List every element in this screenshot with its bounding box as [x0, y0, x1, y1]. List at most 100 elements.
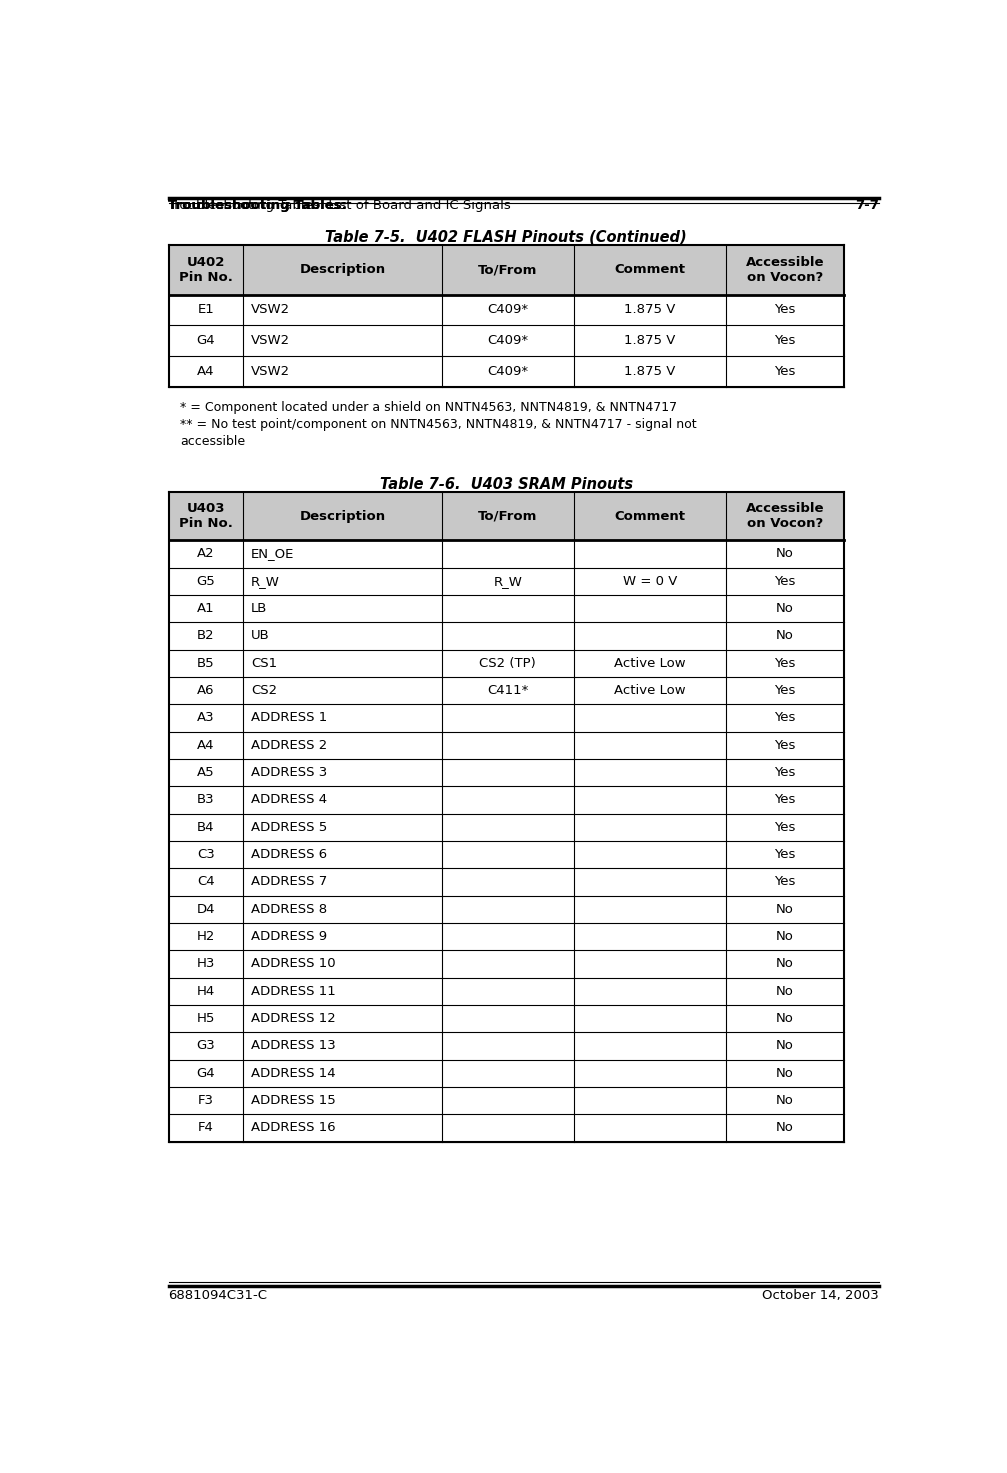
Text: Troubleshooting Tables: List of Board and IC Signals: Troubleshooting Tables: List of Board an…: [168, 199, 512, 212]
Text: U403
Pin No.: U403 Pin No.: [179, 502, 233, 530]
Text: Yes: Yes: [774, 657, 796, 670]
Bar: [168, 868, 844, 896]
Text: Comment: Comment: [614, 510, 686, 523]
Text: Active Low: Active Low: [614, 657, 686, 670]
Text: Yes: Yes: [774, 574, 796, 588]
Text: Accessible
on Vocon?: Accessible on Vocon?: [746, 502, 825, 530]
Text: No: No: [776, 985, 794, 997]
Text: A6: A6: [197, 683, 214, 697]
Text: Yes: Yes: [774, 334, 796, 348]
Text: ADDRESS 5: ADDRESS 5: [251, 820, 327, 834]
Text: Table 7-6.  U403 SRAM Pinouts: Table 7-6. U403 SRAM Pinouts: [380, 477, 632, 492]
Bar: [168, 978, 844, 1005]
Text: Yes: Yes: [774, 711, 796, 725]
Text: H2: H2: [196, 929, 215, 943]
Bar: [168, 732, 844, 759]
Text: 1.875 V: 1.875 V: [624, 303, 676, 317]
Text: No: No: [776, 548, 794, 560]
Text: G3: G3: [196, 1040, 215, 1052]
Text: G4: G4: [196, 334, 215, 348]
Text: LB: LB: [251, 602, 267, 616]
Text: ADDRESS 10: ADDRESS 10: [251, 957, 335, 971]
Text: C409*: C409*: [487, 334, 529, 348]
Text: B5: B5: [197, 657, 214, 670]
Text: ADDRESS 11: ADDRESS 11: [251, 985, 335, 997]
Text: accessible: accessible: [180, 435, 246, 448]
Text: A3: A3: [197, 711, 214, 725]
Text: ADDRESS 12: ADDRESS 12: [251, 1012, 335, 1025]
Text: No: No: [776, 1066, 794, 1080]
Text: ADDRESS 9: ADDRESS 9: [251, 929, 327, 943]
Text: E1: E1: [197, 303, 214, 317]
Bar: [168, 924, 844, 950]
Text: G4: G4: [196, 1066, 215, 1080]
Bar: [168, 704, 844, 732]
Text: B4: B4: [197, 820, 214, 834]
Text: Yes: Yes: [774, 303, 796, 317]
Text: VSW2: VSW2: [251, 365, 290, 379]
Bar: [168, 650, 844, 678]
Text: Yes: Yes: [774, 766, 796, 779]
Text: ADDRESS 7: ADDRESS 7: [251, 875, 327, 888]
Text: F3: F3: [197, 1094, 213, 1108]
Text: A2: A2: [197, 548, 214, 560]
Text: C4: C4: [197, 875, 214, 888]
Text: ADDRESS 14: ADDRESS 14: [251, 1066, 335, 1080]
Text: Description: Description: [299, 264, 386, 275]
Text: R_W: R_W: [251, 574, 280, 588]
Bar: [168, 326, 844, 356]
Text: G5: G5: [196, 574, 215, 588]
Text: Description: Description: [299, 510, 386, 523]
Text: ** = No test point/component on NNTN4563, NNTN4819, & NNTN4717 - signal not: ** = No test point/component on NNTN4563…: [180, 418, 697, 430]
Text: No: No: [776, 629, 794, 642]
Bar: [168, 787, 844, 813]
Text: Yes: Yes: [774, 683, 796, 697]
Text: C409*: C409*: [487, 303, 529, 317]
Text: ADDRESS 6: ADDRESS 6: [251, 848, 327, 862]
Text: Yes: Yes: [774, 739, 796, 751]
Text: ADDRESS 8: ADDRESS 8: [251, 903, 327, 916]
Bar: [168, 1114, 844, 1142]
Text: F4: F4: [197, 1121, 213, 1134]
Text: A5: A5: [197, 766, 214, 779]
Text: No: No: [776, 1094, 794, 1108]
Text: H3: H3: [196, 957, 215, 971]
Text: H4: H4: [196, 985, 214, 997]
Text: 6881094C31-C: 6881094C31-C: [168, 1289, 268, 1302]
Text: October 14, 2003: October 14, 2003: [762, 1289, 879, 1302]
Text: CS2 (TP): CS2 (TP): [479, 657, 536, 670]
Bar: [168, 759, 844, 787]
Text: 7-7: 7-7: [855, 199, 879, 212]
Text: 1.875 V: 1.875 V: [624, 334, 676, 348]
Text: Troubleshooting Tables:: Troubleshooting Tables:: [168, 199, 347, 212]
Bar: [168, 896, 844, 924]
Text: ADDRESS 1: ADDRESS 1: [251, 711, 327, 725]
Text: 1.875 V: 1.875 V: [624, 365, 676, 379]
Bar: [168, 950, 844, 978]
Text: No: No: [776, 1040, 794, 1052]
Text: UB: UB: [251, 629, 270, 642]
Text: Comment: Comment: [614, 264, 686, 275]
Text: No: No: [776, 957, 794, 971]
Text: No: No: [776, 602, 794, 616]
Text: * = Component located under a shield on NNTN4563, NNTN4819, & NNTN4717: * = Component located under a shield on …: [180, 401, 678, 414]
Bar: [168, 841, 844, 868]
Text: H5: H5: [196, 1012, 215, 1025]
Text: ADDRESS 4: ADDRESS 4: [251, 794, 327, 806]
Text: To/From: To/From: [478, 264, 538, 275]
Text: R_W: R_W: [493, 574, 523, 588]
Bar: [168, 356, 844, 387]
Text: EN_OE: EN_OE: [251, 548, 294, 560]
Text: Yes: Yes: [774, 365, 796, 379]
Text: No: No: [776, 1121, 794, 1134]
Text: C409*: C409*: [487, 365, 529, 379]
Text: U402
Pin No.: U402 Pin No.: [179, 255, 233, 283]
Bar: [168, 1033, 844, 1059]
Text: No: No: [776, 903, 794, 916]
Text: Active Low: Active Low: [614, 683, 686, 697]
Bar: [168, 541, 844, 567]
Text: A4: A4: [197, 739, 214, 751]
Bar: [168, 813, 844, 841]
Text: A1: A1: [197, 602, 214, 616]
Bar: [168, 1087, 844, 1114]
